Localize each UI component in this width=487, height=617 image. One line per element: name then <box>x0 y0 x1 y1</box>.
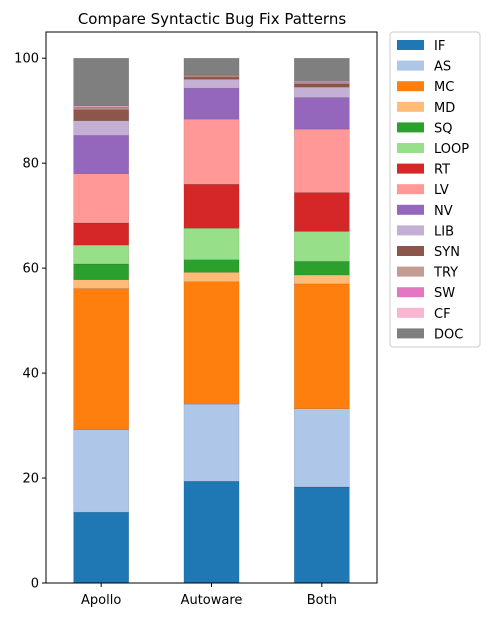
legend-label-lv: LV <box>434 183 449 198</box>
legend-label-doc: DOC <box>434 327 463 342</box>
bar-segment-lib-autoware <box>184 79 239 88</box>
legend-label-lib: LIB <box>434 224 454 239</box>
bar-segment-as-autoware <box>184 404 239 481</box>
bar-segment-try-apollo <box>74 108 129 110</box>
bar-segment-mc-apollo <box>74 289 129 430</box>
legend-swatch-syn <box>397 246 424 256</box>
y-tick-label: 100 <box>14 52 39 67</box>
legend-swatch-cf <box>397 308 424 318</box>
legend-swatch-md <box>397 102 424 112</box>
bar-segment-sq-apollo <box>74 264 129 280</box>
y-tick-label: 0 <box>31 577 39 592</box>
bar-segment-lib-apollo <box>74 121 129 136</box>
legend-label-syn: SYN <box>434 245 460 260</box>
legend-label-try: TRY <box>433 266 458 281</box>
bar-segment-doc-apollo <box>74 58 129 106</box>
legend-label-rt: RT <box>434 163 450 178</box>
legend-swatch-rt <box>397 164 424 174</box>
legend-label-if: IF <box>434 39 445 54</box>
y-tick-label: 20 <box>22 472 39 487</box>
bar-segment-sq-both <box>294 261 349 275</box>
bar-segment-rt-apollo <box>74 223 129 245</box>
bar-segment-mc-autoware <box>184 282 239 404</box>
legend-label-sq: SQ <box>434 121 452 136</box>
legend-label-md: MD <box>434 101 455 116</box>
legend-label-nv: NV <box>434 204 453 219</box>
legend-swatch-mc <box>397 81 424 91</box>
x-axis: Apollo Autoware Both <box>81 583 337 608</box>
legend-label-as: AS <box>434 60 451 75</box>
bar-segment-lv-autoware <box>184 119 239 184</box>
bar-segment-rt-both <box>294 193 349 232</box>
legend-swatch-lib <box>397 225 424 235</box>
bar-segment-if-apollo <box>74 512 129 583</box>
legend-swatch-nv <box>397 205 424 215</box>
y-tick-label: 80 <box>22 157 39 172</box>
y-tick-label: 40 <box>22 367 39 382</box>
bar-segment-loop-autoware <box>184 228 239 259</box>
bar-layer <box>74 58 350 583</box>
legend-swatch-sq <box>397 122 424 132</box>
legend-swatch-try <box>397 267 424 277</box>
bar-segment-loop-both <box>294 231 349 261</box>
legend-swatch-lv <box>397 184 424 194</box>
legend-label-mc: MC <box>434 80 454 95</box>
bar-segment-nv-autoware <box>184 88 239 119</box>
bar-segment-rt-autoware <box>184 184 239 228</box>
y-tick-label: 60 <box>22 262 39 277</box>
bar-segment-doc-both <box>294 58 349 81</box>
bar-segment-doc-autoware <box>184 58 239 75</box>
legend: IF AS MC MD SQ LOOP RT LV NV LIB SYN TRY SW CF DOC <box>390 32 480 347</box>
bar-segment-if-both <box>294 487 349 583</box>
y-axis: 0 20 40 60 80 100 <box>14 52 46 592</box>
legend-label-cf: CF <box>434 307 451 322</box>
bar-segment-sq-autoware <box>184 260 239 273</box>
legend-swatch-loop <box>397 143 424 153</box>
x-tick-label: Apollo <box>81 593 121 608</box>
bar-segment-loop-apollo <box>74 245 129 264</box>
bar-segment-nv-apollo <box>74 135 129 173</box>
bar-segment-lv-apollo <box>74 174 129 223</box>
bar-segment-md-autoware <box>184 272 239 281</box>
legend-swatch-sw <box>397 287 424 297</box>
legend-swatch-doc <box>397 328 424 338</box>
bar-segment-if-autoware <box>184 481 239 583</box>
bar-segment-md-both <box>294 275 349 284</box>
bar-segment-nv-both <box>294 98 349 129</box>
bar-segment-md-apollo <box>74 280 129 289</box>
legend-swatch-if <box>397 40 424 50</box>
bar-segment-lib-both <box>294 87 349 97</box>
chart-title: Compare Syntactic Bug Fix Patterns <box>78 10 347 28</box>
bar-segment-syn-both <box>294 84 349 87</box>
legend-swatch-as <box>397 61 424 71</box>
legend-label-sw: SW <box>434 286 455 301</box>
bar-segment-syn-autoware <box>184 77 239 79</box>
bar-segment-syn-apollo <box>74 110 129 121</box>
bar-segment-as-both <box>294 409 349 487</box>
bar-segment-as-apollo <box>74 430 129 512</box>
x-tick-label: Autoware <box>181 593 243 608</box>
bar-segment-mc-both <box>294 284 349 409</box>
x-tick-label: Both <box>307 593 337 608</box>
bar-segment-lv-both <box>294 129 349 192</box>
legend-label-loop: LOOP <box>434 142 469 157</box>
